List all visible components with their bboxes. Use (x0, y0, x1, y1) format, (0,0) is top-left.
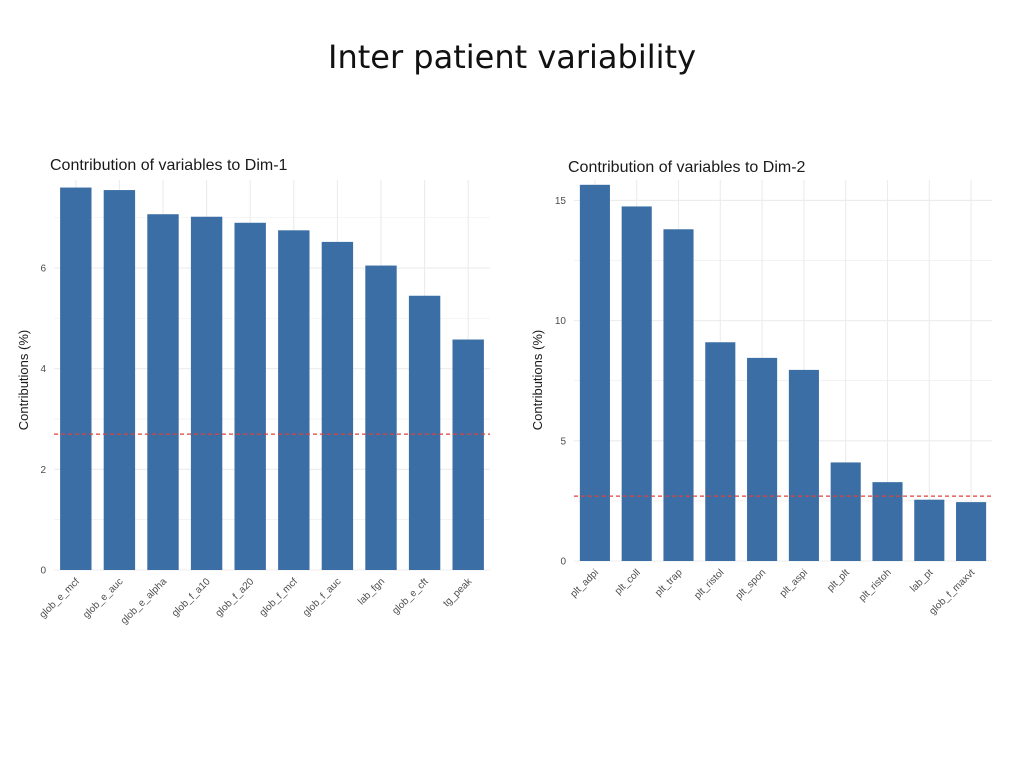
x-tick-label: plt_coll (613, 567, 643, 597)
bar-glob_f_a10 (190, 216, 223, 571)
bar-plt_plt (830, 462, 861, 561)
y-tick-label: 4 (40, 364, 46, 375)
x-tick-label: lab_pt (908, 567, 935, 594)
bar-plt_adpi (579, 184, 610, 562)
x-tick-label: plt_ristol (692, 567, 726, 601)
y-tick-label: 2 (40, 465, 46, 476)
y-tick-label: 10 (555, 316, 567, 327)
bar-tg_peak (452, 339, 484, 570)
bar-glob_f_a20 (234, 222, 266, 570)
y-axis-label: Contributions (%) (530, 330, 545, 430)
x-tick-label: tg_peak (441, 576, 475, 610)
bar-plt_aspi (788, 369, 819, 561)
chart-dim-2: Contribution of variables to Dim-2 Contr… (530, 159, 992, 617)
bar-glob_e_alpha (147, 214, 179, 570)
bar-plt_ristoh (872, 482, 903, 561)
x-tick-label: glob_e_auc (81, 576, 125, 620)
x-tick-label: glob_f_auc (301, 576, 343, 618)
x-tick-label: glob_e_alpha (119, 576, 170, 627)
bar-plt_ristol (705, 342, 736, 561)
chart-title: Contribution of variables to Dim-2 (568, 159, 806, 176)
bar-glob_f_auc (321, 241, 354, 570)
y-tick-label: 0 (40, 566, 46, 577)
bar-glob_f_maxvt (956, 502, 987, 561)
bar-glob_e_mcf (60, 187, 92, 570)
x-tick-label: plt_aspi (778, 567, 810, 599)
y-tick-label: 15 (555, 196, 567, 207)
y-axis-label: Contributions (%) (16, 330, 31, 430)
bar-plt_trap (663, 229, 694, 562)
bar-lab_pt (914, 499, 945, 561)
x-tick-label: plt_spon (734, 567, 769, 602)
x-tick-label: plt_adpi (568, 567, 601, 600)
x-tick-label: glob_e_cft (390, 576, 431, 617)
bar-plt_spon (747, 357, 778, 561)
y-tick-label: 5 (560, 436, 566, 447)
x-tick-label: plt_ristoh (857, 567, 893, 603)
bar-glob_e_cft (408, 295, 441, 570)
plot-area: 0 5 10 15 plt_adpi plt_coll plt_trap plt_ristol… (555, 180, 992, 617)
chart-title: Contribution of variables to Dim-1 (50, 157, 288, 174)
slide-title: Inter patient variability (328, 38, 696, 76)
x-tick-label: plt_plt (825, 567, 852, 594)
bar-lab_fgn (365, 265, 397, 570)
bar-glob_f_mcf (278, 230, 310, 571)
bar-plt_coll (621, 206, 652, 561)
chart-dim-1: Contribution of variables to Dim-1 Contr… (16, 157, 490, 627)
x-tick-label: glob_f_a10 (170, 576, 213, 619)
x-tick-label: glob_f_a20 (214, 576, 257, 619)
y-tick-label: 0 (560, 557, 566, 568)
y-tick-label: 6 (40, 264, 46, 275)
x-tick-label: lab_fgn (356, 576, 387, 607)
x-tick-label: plt_trap (653, 567, 685, 599)
x-tick-label: glob_f_mcf (258, 576, 301, 619)
x-tick-label: glob_e_mcf (38, 576, 82, 620)
bar-glob_e_auc (103, 190, 136, 570)
